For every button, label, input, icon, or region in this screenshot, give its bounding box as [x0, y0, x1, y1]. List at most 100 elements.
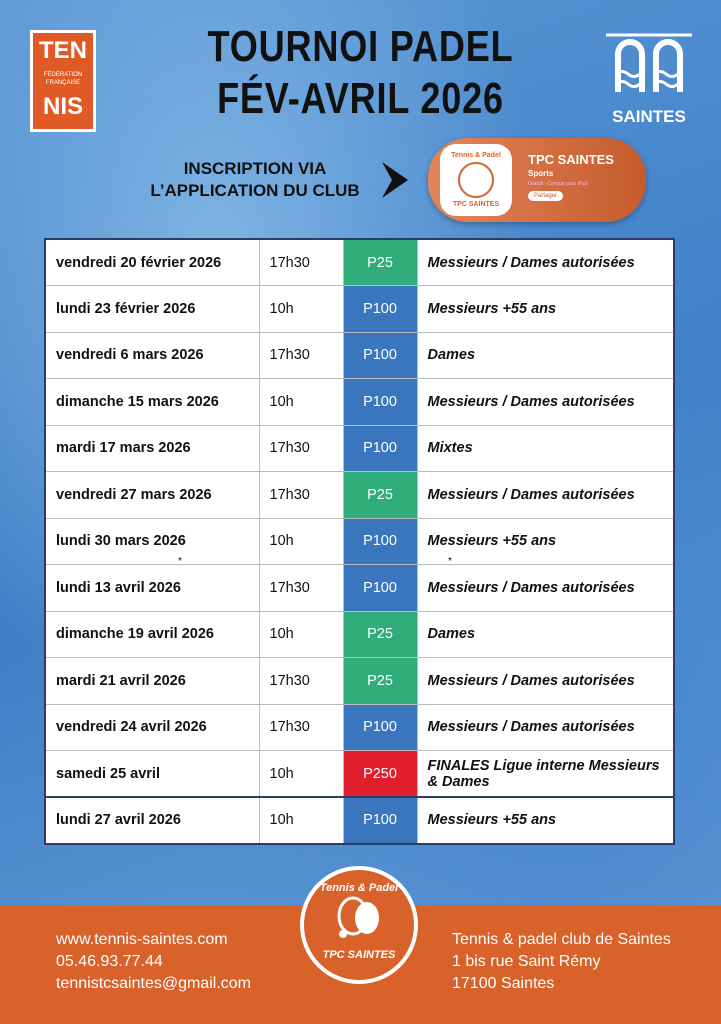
title: FÉV-AVRIL 2026: [217, 74, 504, 123]
level-cell: P25: [342, 657, 418, 705]
schedule-table: vendredi 20 février 2026 17h30 P25 Messieur…: [44, 238, 675, 845]
level-cell: P25: [342, 610, 418, 658]
city-logo: SAINTES: [604, 32, 694, 132]
text: L’APPLICATION DU CLUB: [150, 181, 360, 200]
level-cell: P100: [342, 424, 418, 472]
time-cell: 17h30: [258, 424, 344, 472]
address: Tennis & padel club de Saintes 1 bis rue …: [452, 929, 671, 995]
level-cell: P100: [342, 285, 418, 333]
city-emblem: [606, 33, 692, 92]
date-cell: vendredi 20 février 2026: [44, 238, 260, 286]
app-category: Sports: [528, 169, 554, 178]
category-cell: Dames: [416, 331, 675, 379]
date-cell: vendredi 27 mars 2026: [44, 471, 260, 519]
logo-text: TEN: [39, 37, 87, 64]
time-cell: 17h30: [258, 657, 344, 705]
table-row: lundi 30 mars 2026 10h P100 Messieurs +55 a…: [44, 517, 675, 565]
category-cell: Messieurs / Dames autorisées: [416, 703, 675, 751]
table-row: lundi 23 février 2026 10h P100 Messieurs +5…: [44, 285, 675, 333]
table-row: mardi 21 avril 2026 17h30 P25 Messieurs / D…: [44, 657, 675, 705]
footer-line: www.tennis-saintes.com: [56, 931, 228, 948]
footer-line: 05.46.93.77.44: [56, 953, 163, 970]
time-cell: 10h: [258, 750, 344, 798]
level-cell: P100: [342, 796, 418, 844]
date-cell: lundi 27 avril 2026: [44, 796, 260, 844]
category-cell: Mixtes: [416, 424, 675, 472]
time-cell: 17h30: [258, 564, 344, 612]
category-cell: Messieurs / Dames autorisées: [416, 378, 675, 426]
share-button[interactable]: Partager: [528, 191, 564, 201]
level-cell: P100: [342, 517, 418, 565]
time-cell: 10h: [258, 796, 344, 844]
racket-icon: [337, 896, 379, 938]
arrow: [382, 162, 408, 198]
category-cell: Messieurs +55 ans: [416, 796, 675, 844]
category-cell: Messieurs +55 ans: [416, 517, 675, 565]
footer-line: 17100 Saintes: [452, 975, 555, 992]
category-cell: Messieurs / Dames autorisées: [416, 564, 675, 612]
app-name: TPC SAINTES: [528, 152, 614, 167]
category-cell: Messieurs / Dames autorisées: [416, 471, 675, 519]
category-cell: Messieurs / Dames autorisées: [416, 657, 675, 705]
time-cell: 17h30: [258, 703, 344, 751]
table-row: mardi 17 mars 2026 17h30 P100 Mixtes: [44, 424, 675, 472]
category-cell: Messieurs +55 ans: [416, 285, 675, 333]
text: INSCRIPTION VIA: [183, 159, 327, 178]
asterisk: *: [448, 556, 452, 567]
logo-text: SAINTES: [612, 107, 686, 126]
title: TOURNOI PADEL: [207, 22, 514, 71]
app-icon: Tennis & Padel TPC SAINTES: [440, 144, 512, 216]
date-cell: mardi 17 mars 2026: [44, 424, 260, 472]
table-row: vendredi 27 mars 2026 17h30 P25 Messieurs /…: [44, 471, 675, 519]
date-cell: lundi 23 février 2026: [44, 285, 260, 333]
table-row: samedi 25 avril 10h P250 FINALES Ligue inte…: [44, 750, 675, 798]
icon-text: TPC SAINTES: [452, 201, 500, 208]
level-cell: P100: [342, 331, 418, 379]
level-cell: P25: [342, 238, 418, 286]
badge-text: Tennis & Padel: [319, 882, 399, 894]
footer-line: tennistcsaintes@gmail.com: [56, 975, 251, 992]
table-row: lundi 13 avril 2026 17h30 P100 Messieurs / …: [44, 564, 675, 612]
fft-logo: TEN FÉDÉRATION FRANÇAISE NIS: [30, 30, 96, 132]
table-row: dimanche 19 avril 2026 10h P25 Dames: [44, 610, 675, 658]
date-cell: lundi 30 mars 2026: [44, 517, 260, 565]
time-cell: 17h30: [258, 331, 344, 379]
app-card: Tennis & Padel TPC SAINTES TPC SAINTES S…: [428, 138, 646, 222]
date-cell: lundi 13 avril 2026: [44, 564, 260, 612]
contact: www.tennis-saintes.com 05.46.93.77.44 tenn…: [56, 929, 251, 995]
time-cell: 10h: [258, 517, 344, 565]
category-cell: Dames: [416, 610, 675, 658]
footer-line: 1 bis rue Saint Rémy: [452, 953, 601, 970]
table-row: vendredi 24 avril 2026 17h30 P100 Messieurs…: [44, 703, 675, 751]
icon-text: Tennis & Padel: [451, 152, 501, 159]
badge-text: TPC SAINTES: [322, 949, 396, 961]
time-cell: 17h30: [258, 238, 344, 286]
date-cell: mardi 21 avril 2026: [44, 657, 260, 705]
category-cell: Messieurs / Dames autorisées: [416, 238, 675, 286]
date-cell: vendredi 24 avril 2026: [44, 703, 260, 751]
club-badge: Tennis & Padel TPC SAINTES: [300, 866, 418, 984]
level-cell: P25: [342, 471, 418, 519]
level-cell: P100: [342, 703, 418, 751]
time-cell: 17h30: [258, 471, 344, 519]
date-cell: samedi 25 avril: [44, 750, 260, 798]
table-row: vendredi 6 mars 2026 17h30 P100 Dames: [44, 331, 675, 379]
time-cell: 10h: [258, 610, 344, 658]
level-cell: P250: [342, 750, 418, 798]
footer-line: Tennis & padel club de Saintes: [452, 931, 671, 948]
table-row: vendredi 20 février 2026 17h30 P25 Messieur…: [44, 238, 675, 286]
category-cell: FINALES Ligue interne Messieurs & Dames: [416, 750, 675, 798]
app-subtitle: Gratuit · Conçue pour iPad: [528, 181, 588, 187]
date-cell: dimanche 19 avril 2026: [44, 610, 260, 658]
level-cell: P100: [342, 564, 418, 612]
time-cell: 10h: [258, 378, 344, 426]
date-cell: vendredi 6 mars 2026: [44, 331, 260, 379]
table-row: dimanche 15 mars 2026 10h P100 Messieurs / …: [44, 378, 675, 426]
asterisk: *: [178, 556, 182, 567]
inscription: INSCRIPTION VIA L’APPLICATION DU CLUB: [120, 158, 390, 202]
date-cell: dimanche 15 mars 2026: [44, 378, 260, 426]
time-cell: 10h: [258, 285, 344, 333]
level-cell: P100: [342, 378, 418, 426]
table-row: lundi 27 avril 2026 10h P100 Messieurs +55 …: [44, 796, 675, 844]
